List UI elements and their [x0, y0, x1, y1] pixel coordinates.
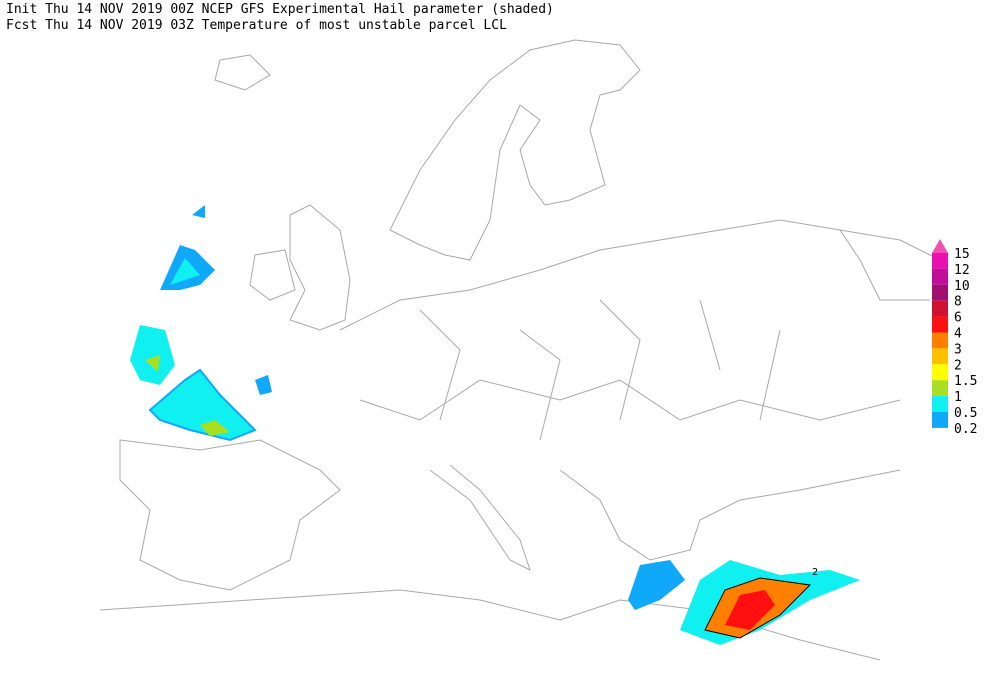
legend-swatch [932, 300, 948, 317]
legend-label: 8 [954, 295, 962, 310]
contour-label: 2 [812, 567, 818, 578]
hail-area [192, 205, 205, 218]
legend-swatch [932, 364, 948, 381]
legend-label: 3 [954, 342, 962, 357]
legend-label: 0.5 [954, 406, 977, 421]
header-fcst: Fcst Thu 14 NOV 2019 03Z Temperature of … [6, 18, 507, 33]
coastlines [99, 39, 941, 661]
legend-swatch [932, 284, 948, 301]
legend-swatch [932, 396, 948, 412]
legend-swatch [932, 316, 948, 333]
legend-swatch [932, 268, 948, 285]
legend-swatch [932, 332, 948, 349]
legend-swatch [932, 239, 948, 253]
legend-label: 6 [954, 311, 962, 326]
legend-label: 1.5 [954, 374, 977, 389]
legend-label: 2 [954, 358, 962, 373]
hail-area [170, 258, 200, 285]
legend-label: 0.2 [954, 422, 977, 437]
hail-area [725, 590, 775, 630]
hail-shading [130, 205, 860, 645]
legend-swatch [932, 412, 948, 428]
header-init: Init Thu 14 NOV 2019 00Z NCEP GFS Experi… [6, 2, 554, 17]
legend-label: 4 [954, 327, 962, 342]
legend-swatch [932, 253, 948, 269]
legend-label: 15 [954, 247, 970, 262]
hail-area [628, 560, 685, 610]
hail-area [145, 355, 160, 372]
legend-swatch [932, 380, 948, 397]
hail-area [148, 368, 257, 442]
hail-area [255, 375, 272, 395]
legend-label: 10 [954, 279, 970, 294]
hail-area [200, 420, 230, 436]
legend-label: 12 [954, 263, 970, 278]
legend-swatch [932, 348, 948, 365]
hail-area [130, 325, 175, 385]
legend-label: 1 [954, 390, 962, 405]
